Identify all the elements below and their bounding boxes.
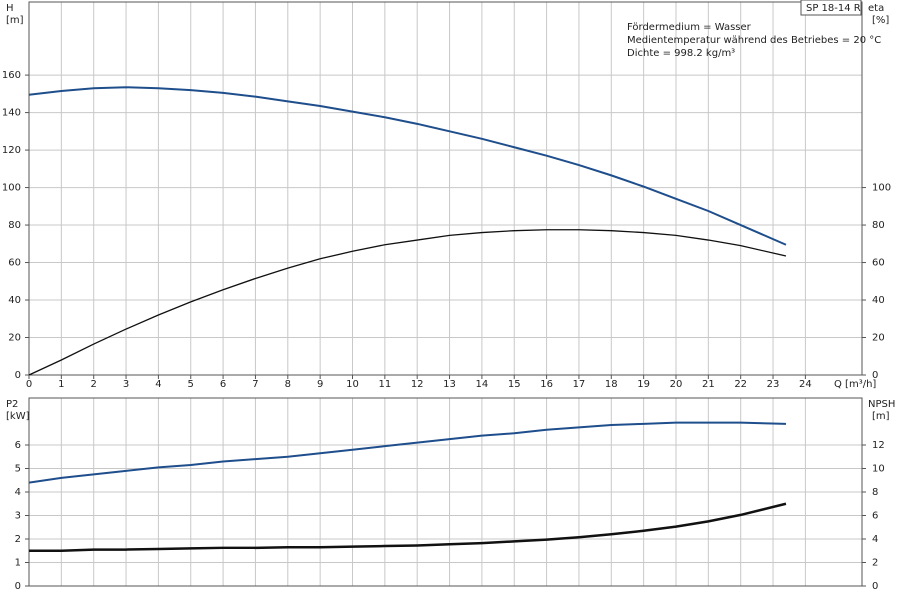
y-tick-label: 3 [15,511,21,522]
y-tick-label: 160 [2,70,21,81]
x-tick-label: 7 [252,379,258,390]
title-box [800,0,862,16]
y-tick-label: 6 [15,440,21,451]
x-tick-label: 19 [637,379,650,390]
x-tick-label: 24 [799,379,812,390]
y-tick-label: 80 [8,220,21,231]
x-tick-label: 21 [702,379,715,390]
y2-tick-label: 6 [872,511,878,522]
curve [28,421,787,484]
x-tick-label: 12 [411,379,424,390]
plot-frame [28,397,863,587]
y-tick-label: 4 [15,487,21,498]
y2-tick-label: 2 [872,558,878,569]
y2-tick-label: 10 [872,464,885,475]
y2-axis-label: eta [868,3,884,14]
y2-tick-label: 20 [872,333,885,344]
x-tick-label: 3 [123,379,129,390]
x-tick-label: 14 [476,379,489,390]
y2-tick-label: 0 [872,581,878,592]
x-tick-label: 16 [540,379,553,390]
y2-axis-unit: [m] [872,411,890,422]
y-tick-label: 0 [15,370,21,381]
annotation: Medientemperatur während des Betriebes =… [627,35,881,46]
x-tick-label: 4 [155,379,161,390]
y2-tick-label: 0 [872,370,878,381]
plot-frame [28,1,863,376]
annotation: Dichte = 998.2 kg/m³ [627,48,735,59]
y2-axis-label: NPSH [868,399,895,410]
y-tick-label: 120 [2,145,21,156]
x-tick-label: 6 [220,379,226,390]
x-tick-label: 13 [443,379,456,390]
y2-tick-label: 8 [872,487,878,498]
x-axis-label: Q [m³/h] [834,379,876,390]
y-tick-label: 60 [8,258,21,269]
y2-axis-unit: [%] [872,15,889,26]
y-tick-label: 100 [2,183,21,194]
chart-title: SP 18-14 R [806,3,861,14]
y-axis-label: H [6,3,14,14]
y2-tick-label: 100 [872,183,891,194]
y-axis-label: P2 [6,399,18,410]
y-tick-label: 1 [15,558,21,569]
y-tick-label: 20 [8,333,21,344]
x-tick-label: 15 [508,379,521,390]
x-tick-label: 8 [285,379,291,390]
x-tick-label: 2 [91,379,97,390]
curve [28,86,787,246]
x-tick-label: 9 [317,379,323,390]
x-tick-label: 20 [670,379,683,390]
x-tick-label: 11 [378,379,391,390]
x-tick-label: 10 [346,379,359,390]
x-tick-label: 0 [26,379,32,390]
annotation: Fördermedium = Wasser [627,22,752,33]
y-tick-label: 140 [2,108,21,119]
x-tick-label: 22 [734,379,747,390]
x-tick-label: 23 [767,379,780,390]
y2-tick-label: 60 [872,258,885,269]
y-axis-unit: [kW] [6,411,30,422]
curve [29,502,787,552]
y2-tick-label: 80 [872,220,885,231]
y-tick-label: 0 [15,581,21,592]
y2-tick-label: 4 [872,534,878,545]
y2-tick-label: 40 [872,295,885,306]
y2-tick-label: 12 [872,440,885,451]
y-tick-label: 40 [8,295,21,306]
x-tick-label: 1 [58,379,64,390]
curve [28,229,787,376]
y-axis-unit: [m] [6,15,24,26]
x-tick-label: 17 [573,379,586,390]
y-tick-label: 2 [15,534,21,545]
x-tick-label: 5 [188,379,194,390]
y-tick-label: 5 [15,464,21,475]
x-tick-label: 18 [605,379,618,390]
